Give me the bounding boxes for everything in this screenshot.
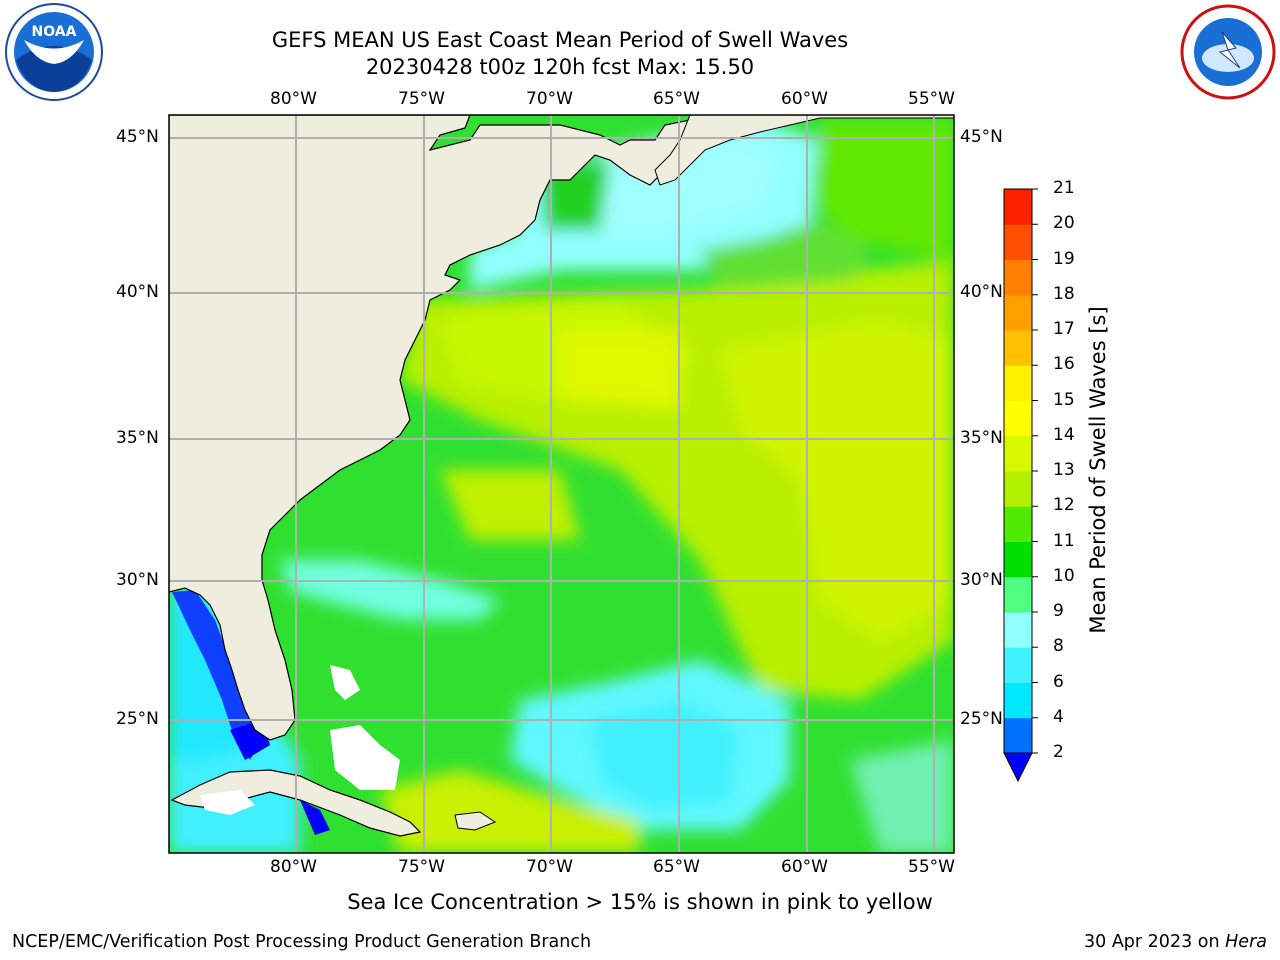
lon-label-top: 75°W: [398, 89, 445, 109]
colorbar-tick-label: 6: [1053, 671, 1064, 692]
colorbar-tick-label: 11: [1053, 530, 1075, 551]
nws-logo: [1180, 4, 1276, 100]
lon-label-bottom: 60°W: [781, 857, 828, 877]
colorbar-bin: [1004, 471, 1032, 507]
colorbar-bin: [1004, 576, 1032, 613]
colorbar-bin: [1004, 189, 1032, 225]
lon-label-bottom: 55°W: [908, 857, 955, 877]
lat-label-left: 45°N: [116, 127, 159, 147]
colorbar-bin: [1004, 541, 1032, 578]
lat-label-right: 40°N: [960, 282, 1003, 302]
colorbar-tick-label: 21: [1053, 178, 1075, 198]
lat-label-right: 30°N: [960, 570, 1003, 590]
colorbar-tick-label: 12: [1053, 495, 1075, 516]
lat-label-left: 25°N: [116, 709, 159, 729]
map-title: GEFS MEAN US East Coast Mean Period of S…: [271, 28, 849, 52]
colorbar-bin: [1004, 365, 1032, 401]
colorbar-tick-label: 14: [1053, 424, 1075, 445]
lat-label-right: 25°N: [960, 709, 1003, 729]
sea-ice-note: Sea Ice Concentration > 15% is shown in …: [347, 890, 933, 914]
colorbar-tick-label: 20: [1053, 213, 1075, 234]
colorbar-bin: [1004, 647, 1032, 683]
lon-label-bottom: 80°W: [270, 857, 317, 877]
colorbar-tick-label: 17: [1053, 319, 1075, 339]
colorbar-tick-label: 19: [1053, 248, 1075, 269]
lon-label-top: 80°W: [270, 89, 317, 109]
noaa-logo: NOAA: [5, 3, 103, 101]
noaa-logo-text: NOAA: [32, 24, 77, 40]
lat-label-right: 45°N: [960, 127, 1003, 147]
lon-label-top: 55°W: [908, 89, 955, 109]
colorbar-tick-label: 16: [1053, 354, 1075, 375]
graticule: [169, 115, 954, 853]
colorbar-bin: [1004, 294, 1032, 331]
colorbar-bin: [1004, 435, 1032, 472]
colorbar: [1003, 188, 1038, 783]
footer-branch: NCEP/EMC/Verification Post Processing Pr…: [12, 932, 592, 952]
colorbar-tick-label: 8: [1053, 636, 1064, 657]
lat-label-left: 40°N: [116, 282, 159, 302]
map-subtitle: 20230428 t00z 120h fcst Max: 15.50: [365, 55, 755, 79]
colorbar-label: Mean Period of Swell Waves [s]: [1086, 306, 1110, 634]
map-frame: [168, 114, 955, 854]
footer-date-text: 30 Apr 2023 on: [1084, 932, 1226, 952]
colorbar-tick-label: 2: [1053, 742, 1064, 762]
colorbar-bin: [1004, 612, 1032, 648]
lon-label-top: 60°W: [781, 89, 828, 109]
colorbar-tick-label: 4: [1053, 706, 1064, 727]
lon-label-top: 65°W: [653, 89, 700, 109]
footer-date: 30 Apr 2023 on Hera: [1084, 932, 1267, 952]
colorbar-bin: [1004, 506, 1032, 542]
lat-label-left: 35°N: [116, 428, 159, 448]
footer-machine: Hera: [1225, 932, 1267, 952]
colorbar-bin: [1004, 682, 1032, 719]
lon-label-bottom: 75°W: [398, 857, 445, 877]
colorbar-bin: [1004, 259, 1032, 296]
colorbar-bin: [1004, 224, 1032, 260]
colorbar-bin: [1004, 400, 1032, 437]
colorbar-tick-label: 18: [1053, 283, 1075, 304]
colorbar-tick-label: 9: [1053, 601, 1064, 621]
lon-label-top: 70°W: [526, 89, 573, 109]
colorbar-tick-label: 15: [1053, 389, 1075, 410]
colorbar-bin: [1004, 717, 1032, 754]
map-area: [169, 115, 954, 853]
lat-label-left: 30°N: [116, 570, 159, 590]
colorbar-tick-label: 10: [1053, 565, 1075, 586]
colorbar-tick-label: 13: [1053, 460, 1075, 480]
lon-label-bottom: 65°W: [653, 857, 700, 877]
lat-label-right: 35°N: [960, 428, 1003, 448]
colorbar-under-arrow: [1003, 752, 1033, 783]
lon-label-bottom: 70°W: [526, 857, 573, 877]
colorbar-bin: [1004, 330, 1032, 366]
